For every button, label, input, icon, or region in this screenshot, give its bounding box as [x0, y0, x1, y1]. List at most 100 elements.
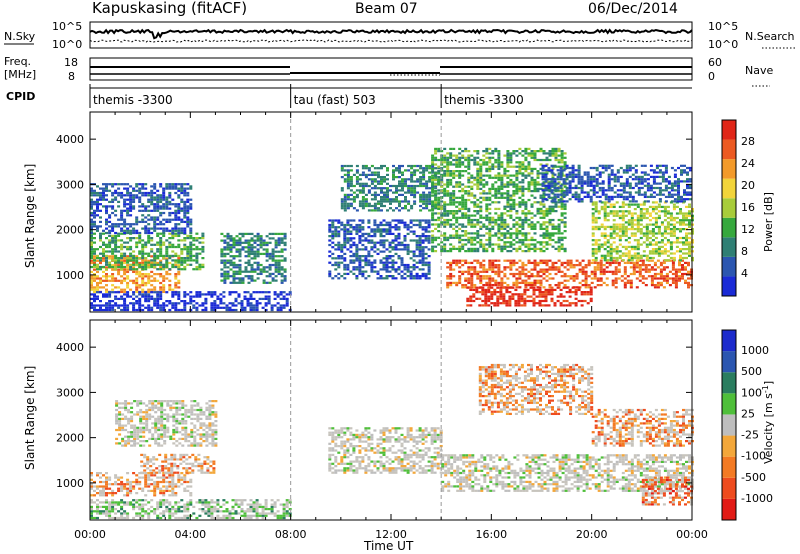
data-cell	[111, 183, 115, 186]
data-cell	[431, 238, 435, 242]
data-cell	[446, 192, 450, 195]
data-cell	[358, 241, 362, 244]
cpid-segment-label: tau (fast) 503	[294, 93, 376, 107]
data-cell	[497, 264, 501, 267]
data-cell	[648, 241, 652, 244]
data-cell	[509, 232, 513, 235]
data-cell	[494, 192, 498, 195]
data-cell	[434, 163, 438, 166]
data-cell	[364, 255, 368, 258]
data-cell	[609, 232, 613, 235]
data-cell	[256, 235, 260, 238]
data-cell	[563, 190, 567, 193]
data-cell	[394, 252, 398, 256]
data-cell	[138, 265, 142, 269]
data-cell	[526, 288, 530, 292]
data-cell	[554, 147, 558, 151]
data-cell	[473, 223, 477, 226]
data-cell	[645, 243, 649, 246]
data-cell	[437, 183, 441, 186]
data-cell	[479, 181, 483, 184]
data-cell	[636, 219, 640, 222]
data-cell	[168, 229, 172, 232]
data-cell	[346, 173, 350, 177]
data-cell	[111, 291, 115, 294]
data-cell	[479, 266, 483, 269]
data-cell	[506, 161, 510, 164]
data-cell	[102, 187, 105, 190]
data-cell	[156, 268, 160, 271]
data-cell	[539, 150, 543, 153]
data-cell	[90, 302, 93, 305]
data-cell	[455, 259, 459, 262]
data-cell	[485, 156, 489, 159]
data-cell	[557, 245, 561, 248]
data-cell	[367, 169, 371, 172]
data-cell	[207, 291, 211, 294]
data-cell	[560, 192, 564, 195]
data-cell	[530, 275, 534, 278]
data-cell	[557, 225, 561, 228]
data-cell	[380, 204, 383, 208]
data-cell	[506, 225, 510, 228]
data-cell	[147, 295, 151, 298]
data-cell	[111, 306, 115, 309]
data-cell	[376, 272, 380, 276]
data-cell	[497, 201, 501, 204]
data-cell	[265, 235, 269, 238]
data-cell	[488, 238, 492, 242]
data-cell	[437, 178, 441, 182]
data-cell	[328, 275, 332, 278]
data-cell	[126, 223, 130, 226]
data-cell	[259, 246, 263, 249]
data-cell	[141, 218, 145, 221]
data-cell	[505, 299, 509, 303]
data-cell	[536, 150, 540, 153]
data-cell	[482, 174, 486, 177]
data-cell	[105, 237, 108, 240]
data-cell	[220, 268, 224, 271]
data-cell	[132, 266, 136, 269]
data-cell	[560, 243, 564, 246]
data-cell	[434, 176, 438, 179]
data-cell	[659, 270, 663, 273]
data-cell	[458, 236, 462, 239]
data-cell	[512, 275, 516, 278]
data-cell	[343, 223, 347, 227]
data-cell	[473, 247, 477, 251]
data-cell	[168, 261, 172, 265]
data-cell	[571, 302, 575, 305]
data-cell	[557, 250, 561, 253]
data-cell	[446, 281, 450, 285]
data-cell	[524, 218, 528, 222]
data-cell	[566, 268, 570, 271]
data-cell	[395, 187, 398, 190]
data-cell	[560, 232, 564, 235]
data-cell	[545, 225, 549, 228]
data-cell	[547, 288, 551, 292]
data-cell	[617, 261, 621, 265]
data-cell	[488, 268, 492, 271]
data-cell	[138, 306, 142, 309]
data-cell	[174, 229, 178, 232]
data-cell	[449, 212, 453, 215]
data-cell	[114, 189, 118, 192]
data-cell	[102, 279, 105, 282]
data-cell	[268, 232, 272, 236]
data-cell	[141, 248, 145, 251]
data-cell	[144, 291, 148, 294]
data-cell	[108, 231, 112, 235]
data-cell	[135, 295, 139, 298]
data-cell	[135, 216, 139, 219]
data-cell	[476, 187, 480, 191]
data-cell	[515, 230, 519, 233]
data-cell	[392, 198, 395, 201]
data-cell	[331, 237, 335, 240]
data-cell	[488, 277, 492, 280]
data-cell	[253, 257, 257, 260]
data-cell	[551, 176, 555, 179]
data-cell	[431, 171, 435, 174]
data-cell	[478, 297, 482, 300]
data-cell	[168, 257, 172, 260]
data-cell	[500, 250, 504, 253]
